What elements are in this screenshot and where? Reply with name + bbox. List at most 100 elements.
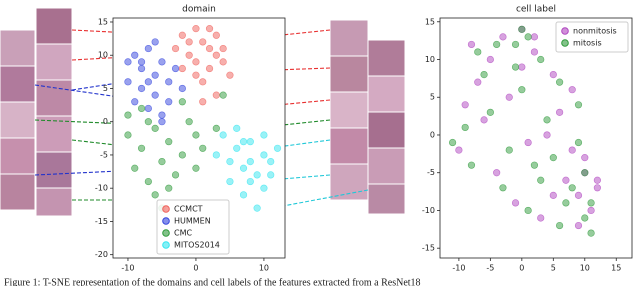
point [124, 131, 132, 139]
point [212, 91, 220, 99]
point [505, 146, 513, 154]
point [543, 131, 551, 139]
point [178, 64, 186, 73]
point [131, 98, 139, 106]
legend-marker [162, 229, 170, 237]
point [530, 33, 539, 41]
legend-frame [156, 199, 230, 255]
patch [35, 115, 73, 153]
image-patches-right [329, 19, 406, 215]
point [171, 64, 180, 73]
patch [35, 151, 73, 189]
point [212, 31, 220, 39]
point [556, 221, 564, 230]
point [185, 51, 193, 59]
y-tick-label: 0 [430, 130, 435, 139]
patch [329, 55, 369, 93]
point [131, 51, 139, 59]
point [480, 116, 488, 124]
point [124, 78, 132, 86]
point [219, 44, 227, 53]
legend-marker [162, 241, 170, 249]
point [518, 25, 526, 33]
point [137, 84, 146, 93]
point [448, 138, 457, 147]
point [144, 78, 152, 86]
point [556, 108, 564, 116]
point [158, 58, 166, 66]
legend: CCMCT HUMMEN CMC MITOS2014 [156, 199, 230, 255]
point [124, 58, 132, 66]
point [192, 131, 200, 139]
patch [0, 65, 36, 103]
patch [0, 101, 36, 139]
x-tick-label: -10 [452, 264, 465, 273]
point [574, 221, 583, 230]
legend-label: MITOS2014 [174, 241, 220, 250]
point [549, 154, 557, 162]
point [178, 151, 186, 159]
point [144, 104, 152, 113]
patch [367, 111, 406, 149]
point [158, 158, 166, 166]
patch [329, 19, 369, 57]
point [480, 71, 488, 79]
point [511, 40, 520, 49]
y-tick-label: -10 [422, 206, 435, 215]
point [165, 138, 173, 146]
point [549, 191, 557, 199]
patch [329, 91, 369, 129]
point [253, 171, 261, 179]
point [192, 25, 200, 33]
patch [0, 137, 36, 175]
point [474, 78, 482, 86]
y-tick-label: -5 [100, 150, 108, 159]
point [226, 158, 234, 166]
point [273, 144, 282, 152]
point [192, 71, 200, 79]
point [486, 108, 494, 116]
legend-label: HUMMEN [174, 217, 211, 226]
point [151, 38, 159, 46]
point [493, 169, 501, 177]
point [574, 101, 583, 109]
point [581, 214, 589, 222]
point [178, 98, 186, 106]
y-tick-label: 10 [425, 55, 435, 64]
point [549, 71, 557, 79]
y-tick-label: -15 [422, 244, 435, 253]
x-tick-label: 10 [259, 264, 269, 273]
plot-background [440, 18, 632, 258]
point [568, 146, 576, 154]
x-tick-label: 0 [193, 264, 198, 273]
point [537, 55, 545, 64]
point [267, 158, 275, 166]
point [124, 111, 132, 119]
patch [367, 39, 406, 77]
point [205, 64, 214, 73]
y-tick-label: 15 [98, 17, 108, 26]
point [192, 164, 200, 172]
legend-marker [162, 217, 170, 225]
point [219, 58, 227, 66]
point [151, 124, 159, 132]
point [568, 86, 576, 94]
x-tick-label: 5 [551, 264, 556, 273]
point [205, 25, 214, 33]
point [144, 177, 152, 186]
point [581, 169, 589, 177]
point [511, 63, 520, 71]
x-tick-label: -10 [121, 264, 134, 273]
y-tick-label: 5 [103, 84, 108, 93]
legend-frame [555, 21, 629, 53]
point [581, 154, 589, 162]
legend-label: CCMCT [174, 205, 203, 214]
point [178, 84, 186, 93]
point [461, 101, 469, 109]
y-tick-label: 15 [425, 17, 435, 26]
point [537, 176, 545, 184]
point [562, 176, 570, 184]
legend-label: mitosis [573, 39, 602, 48]
point [185, 118, 193, 126]
